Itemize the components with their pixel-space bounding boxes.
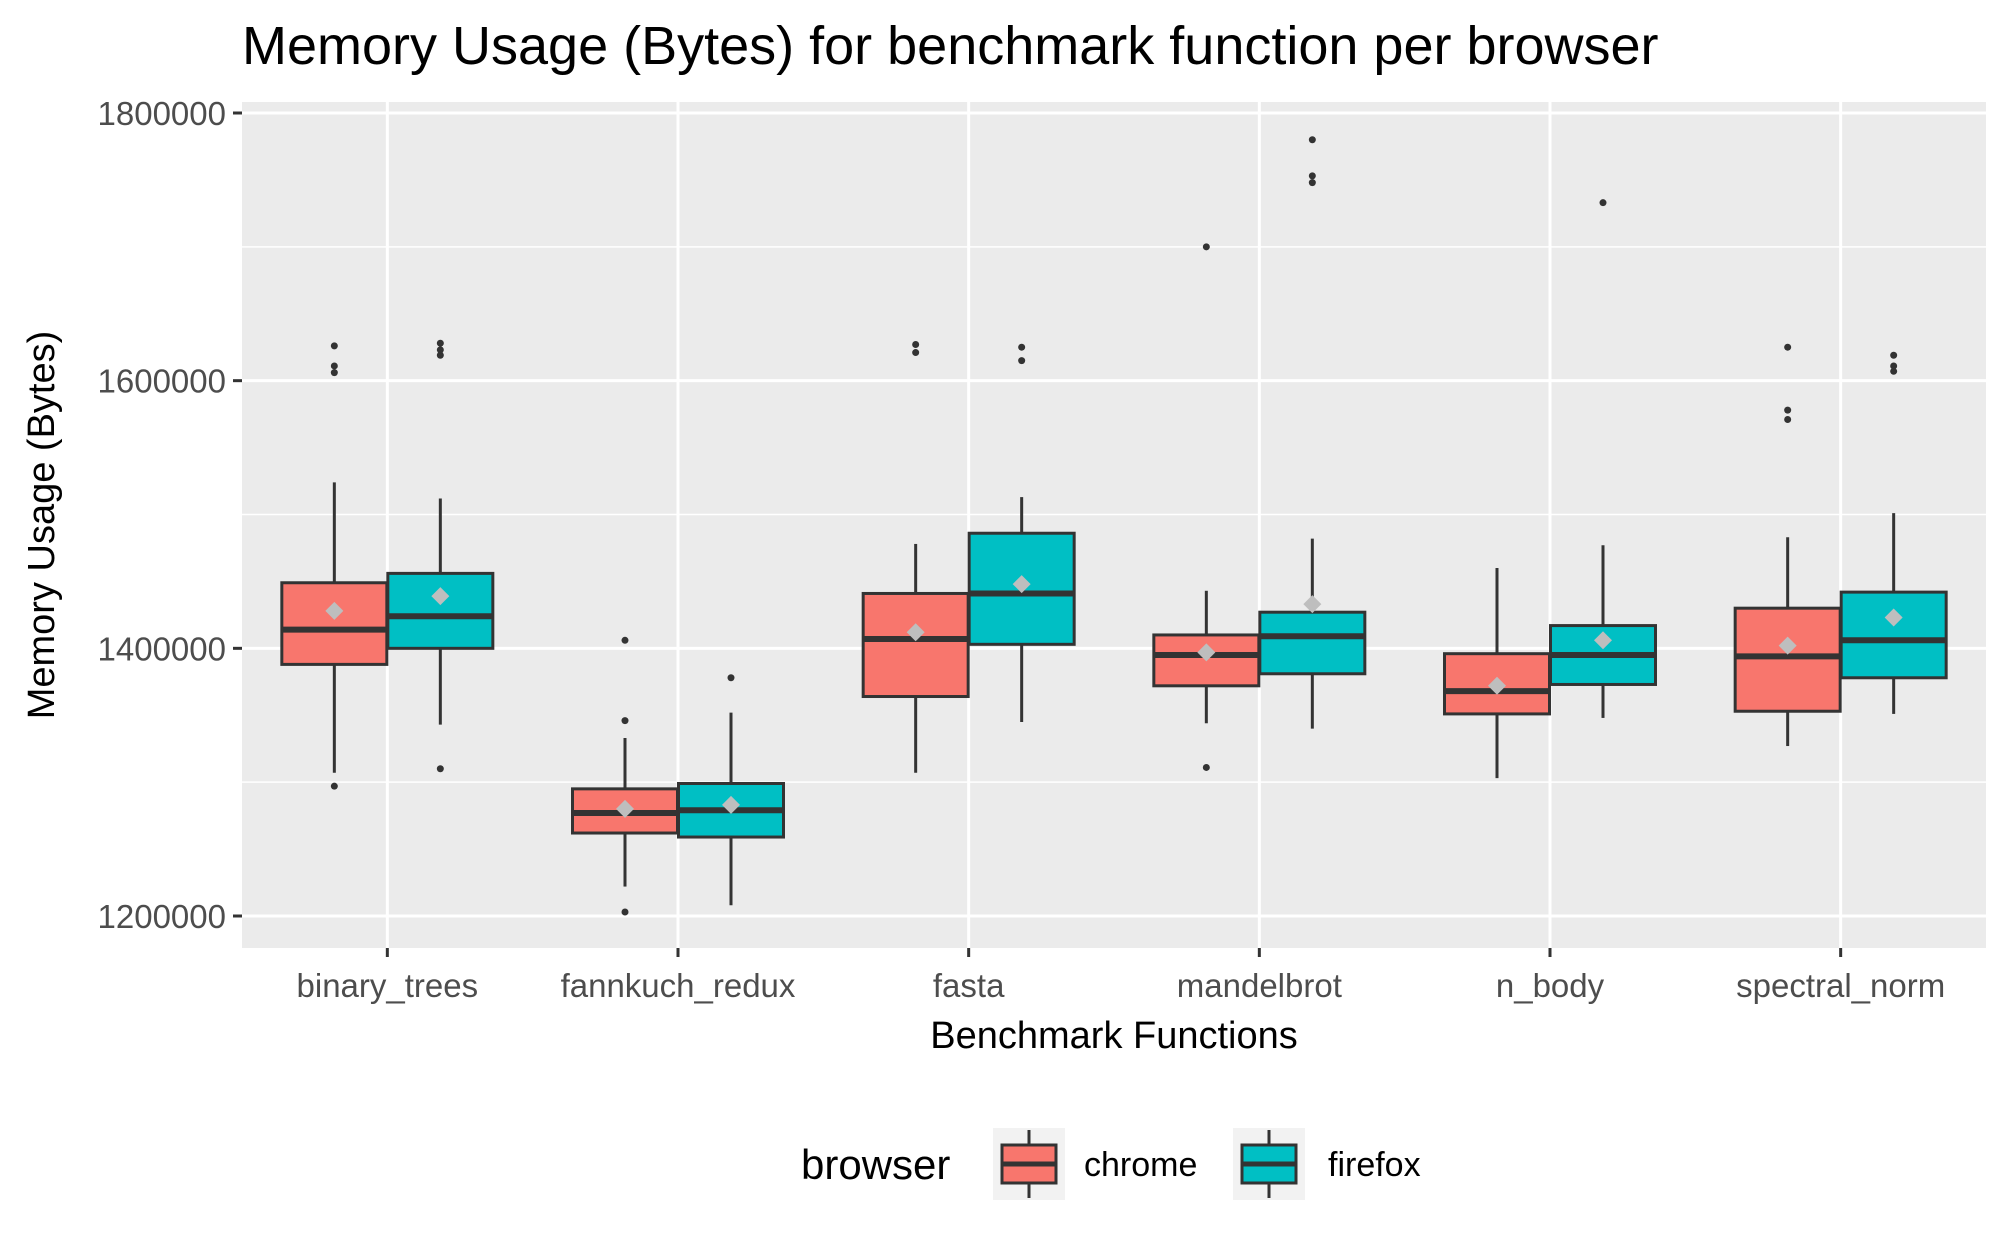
- box-chrome-fasta: [861, 341, 970, 773]
- box-firefox-binary_trees: [386, 339, 495, 773]
- mean-marker: [722, 795, 740, 814]
- box-plots: [280, 136, 1948, 916]
- y-axis: 1200000 1400000 1600000 1800000: [98, 95, 242, 935]
- outlier-point: [1784, 343, 1792, 351]
- x-tick-label: n_body: [1496, 967, 1605, 1004]
- legend-label-chrome: chrome: [1084, 1146, 1197, 1184]
- x-tick-label: fannkuch_redux: [561, 967, 796, 1004]
- y-tick-label: 1800000: [98, 95, 226, 132]
- mean-marker: [325, 601, 344, 620]
- outlier-point: [330, 369, 338, 377]
- box-firefox-fasta: [967, 343, 1076, 722]
- mean-marker: [906, 623, 925, 642]
- outlier-point: [621, 717, 629, 725]
- x-tick-label: mandelbrot: [1177, 967, 1342, 1004]
- y-tick-label: 1600000: [98, 363, 226, 400]
- outlier-point: [1599, 199, 1607, 207]
- mean-marker: [1778, 636, 1797, 655]
- outlier-point: [330, 342, 338, 350]
- box-firefox-n_body: [1549, 199, 1657, 718]
- outlier-point: [1308, 136, 1316, 144]
- outlier-point: [1018, 357, 1026, 365]
- outlier-point: [436, 765, 444, 773]
- mean-marker: [1303, 595, 1322, 614]
- mean-marker: [1197, 643, 1216, 662]
- legend: browser chrome firefox: [801, 1128, 1421, 1200]
- chart-title: Memory Usage (Bytes) for benchmark funct…: [242, 16, 1659, 76]
- box-chrome-n_body: [1443, 568, 1551, 779]
- outlier-point: [621, 908, 629, 916]
- box-iqr: [861, 591, 970, 699]
- mean-marker: [431, 587, 450, 606]
- mean-marker: [1012, 575, 1031, 594]
- outlier-point: [621, 636, 629, 644]
- outlier-point: [1202, 763, 1210, 771]
- x-tick-label: binary_trees: [297, 967, 479, 1004]
- box-chrome-binary_trees: [280, 342, 389, 790]
- outlier-point: [912, 341, 920, 349]
- legend-label-firefox: firefox: [1328, 1146, 1421, 1184]
- x-axis-title: Benchmark Functions: [930, 1015, 1298, 1057]
- box-iqr: [386, 571, 495, 650]
- outlier-point: [1018, 343, 1026, 351]
- outlier-point: [912, 349, 920, 357]
- box-iqr: [1839, 590, 1948, 680]
- outlier-point: [1202, 243, 1210, 251]
- y-axis-title: Memory Usage (Bytes): [21, 331, 63, 720]
- outlier-point: [436, 339, 444, 347]
- mean-marker: [616, 799, 634, 818]
- box-chrome-fannkuch_redux: [571, 636, 679, 916]
- box-firefox-spectral_norm: [1839, 351, 1948, 714]
- mean-marker: [1884, 608, 1903, 627]
- box-iqr: [280, 581, 389, 666]
- gridlines: [242, 102, 1986, 948]
- x-axis: binary_trees fannkuch_redux fasta mandelbro…: [297, 948, 1945, 1004]
- outlier-point: [1890, 362, 1898, 370]
- mean-marker: [1594, 631, 1612, 650]
- box-chrome-mandelbrot: [1152, 243, 1261, 771]
- y-tick-label: 1400000: [98, 630, 226, 667]
- outlier-point: [1890, 351, 1898, 359]
- outlier-point: [330, 362, 338, 370]
- outlier-point: [1890, 367, 1898, 375]
- outlier-point: [436, 346, 444, 354]
- legend-title: browser: [801, 1141, 950, 1188]
- plot-panel: [242, 102, 1986, 948]
- legend-key-chrome: [993, 1128, 1065, 1200]
- outlier-point: [330, 782, 338, 790]
- y-tick-label: 1200000: [98, 898, 226, 935]
- outlier-point: [436, 351, 444, 359]
- outlier-point: [1784, 415, 1792, 423]
- box-firefox-mandelbrot: [1258, 136, 1367, 729]
- legend-key-firefox: [1233, 1128, 1305, 1200]
- outlier-point: [727, 674, 735, 682]
- outlier-point: [1308, 179, 1316, 187]
- box-iqr: [1733, 606, 1842, 713]
- outlier-point: [1784, 406, 1792, 414]
- box-iqr: [1258, 610, 1367, 676]
- x-tick-label: spectral_norm: [1736, 967, 1945, 1004]
- box-firefox-fannkuch_redux: [677, 674, 785, 906]
- x-tick-label: fasta: [933, 967, 1005, 1004]
- outlier-point: [1308, 172, 1316, 180]
- mean-marker: [1488, 676, 1506, 695]
